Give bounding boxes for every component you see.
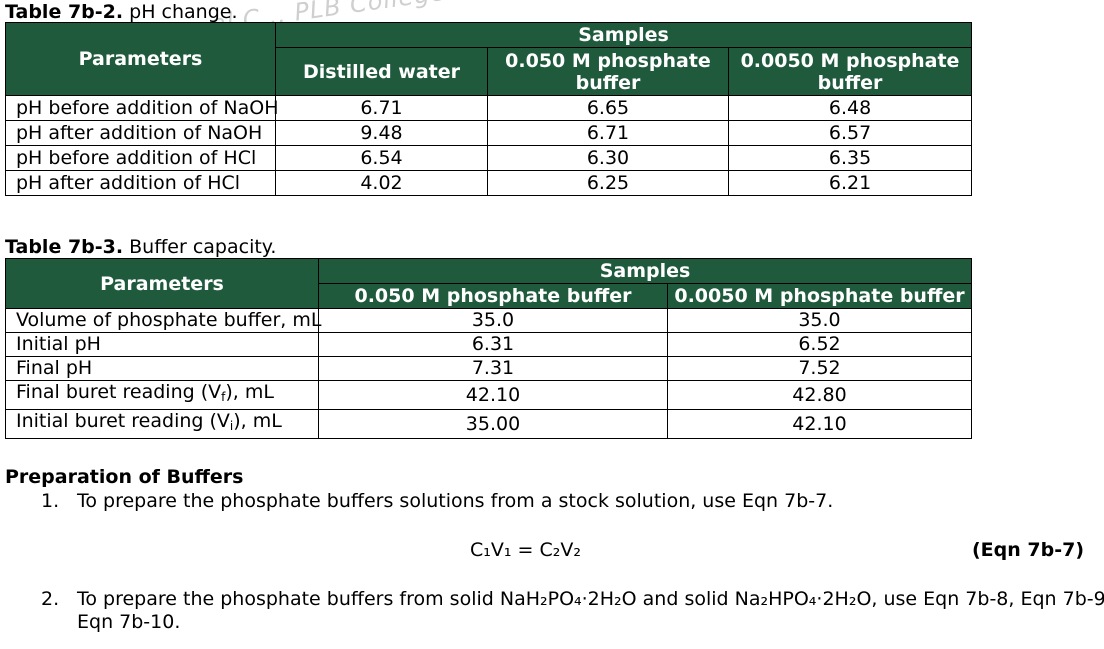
table-row: pH after addition of HCl 4.02 6.25 6.21 <box>5 170 973 196</box>
table-row: pH after addition of NaOH 9.48 6.71 6.57 <box>5 120 973 146</box>
cell-value: 42.80 <box>667 380 972 410</box>
row-label: pH after addition of NaOH <box>5 120 276 146</box>
table-row: pH before addition of HCl 6.54 6.30 6.35 <box>5 145 973 171</box>
row-label: Volume of phosphate buffer, mL <box>5 308 321 333</box>
row-label: Final buret reading (Vf), mL <box>5 380 319 410</box>
header-col: 0.0050 M phosphate buffer <box>727 47 973 96</box>
cell-value: 6.71 <box>275 95 488 121</box>
list-item: 2. To prepare the phosphate buffers from … <box>41 588 1104 610</box>
list-number: 1. <box>41 490 60 512</box>
header-parameters: Parameters <box>5 22 276 96</box>
cell-value: 35.0 <box>318 308 668 333</box>
list-text: To prepare the phosphate buffers from so… <box>77 588 1104 610</box>
table-row: pH before addition of NaOH 6.71 6.65 6.4… <box>5 95 973 121</box>
row-label: Initial pH <box>5 332 319 357</box>
caption-number: Table 7b-3. <box>5 236 124 258</box>
cell-value: 7.52 <box>667 356 972 381</box>
table-row: Initial pH 6.31 6.52 <box>5 332 972 357</box>
cell-value: 6.54 <box>275 145 488 171</box>
header-samples: Samples <box>318 258 972 284</box>
cell-value: 7.31 <box>318 356 668 381</box>
list-text-continuation: Eqn 7b-10. <box>77 611 181 633</box>
caption-number: Table 7b-2. <box>5 1 124 23</box>
table-row: Final buret reading (Vf), mL 42.10 42.80 <box>5 380 972 410</box>
row-label: pH before addition of NaOH <box>5 95 279 121</box>
header-samples: Samples <box>274 22 973 48</box>
row-label: Initial buret reading (Vi), mL <box>5 409 319 439</box>
table-7b-2-caption: Table 7b-2. pH change. <box>5 2 237 22</box>
caption-text: pH change. <box>123 1 238 23</box>
buffer-capacity-table: Parameters Samples 0.050 M phosphate buf… <box>5 258 972 439</box>
cell-value: 6.52 <box>667 332 972 357</box>
table-7b-3-caption: Table 7b-3. Buffer capacity. <box>5 237 276 257</box>
cell-value: 6.35 <box>727 145 973 171</box>
cell-value: 6.48 <box>727 95 973 121</box>
header-col: 0.050 M phosphate buffer <box>487 47 729 96</box>
list-number: 2. <box>41 588 60 610</box>
cell-value: 6.30 <box>487 145 729 171</box>
cell-value: 9.48 <box>275 120 488 146</box>
cell-value: 42.10 <box>667 409 972 439</box>
cell-value: 6.57 <box>727 120 973 146</box>
ph-change-table: Parameters Samples Distilled water 0.050… <box>5 22 973 196</box>
cell-value: 35.0 <box>667 308 972 333</box>
cell-value: 6.71 <box>487 120 729 146</box>
cell-value: 6.25 <box>487 170 729 196</box>
caption-text: Buffer capacity. <box>123 236 277 258</box>
cell-value: 42.10 <box>318 380 668 410</box>
table-row: Initial buret reading (Vi), mL 35.00 42.… <box>5 409 972 439</box>
table-row: Volume of phosphate buffer, mL 35.0 35.0 <box>5 308 972 333</box>
section-heading: Preparation of Buffers <box>5 466 244 488</box>
list-text: To prepare the phosphate buffers solutio… <box>77 490 834 512</box>
list-item: 1. To prepare the phosphate buffers solut… <box>41 490 833 512</box>
row-label: Final pH <box>5 356 319 381</box>
row-label: pH after addition of HCl <box>5 170 276 196</box>
equation: C₁V₁ = C₂V₂ <box>470 539 581 561</box>
cell-value: 4.02 <box>275 170 488 196</box>
cell-value: 35.00 <box>318 409 668 439</box>
header-parameters: Parameters <box>5 258 319 309</box>
header-col: 0.050 M phosphate buffer <box>318 283 668 309</box>
header-col: Distilled water <box>275 47 488 96</box>
header-col: 0.0050 M phosphate buffer <box>667 283 972 309</box>
cell-value: 6.31 <box>318 332 668 357</box>
row-label: pH before addition of HCl <box>5 145 276 171</box>
equation-reference: (Eqn 7b-7) <box>971 539 1084 561</box>
cell-value: 6.65 <box>487 95 729 121</box>
cell-value: 6.21 <box>727 170 973 196</box>
table-row: Final pH 7.31 7.52 <box>5 356 972 381</box>
